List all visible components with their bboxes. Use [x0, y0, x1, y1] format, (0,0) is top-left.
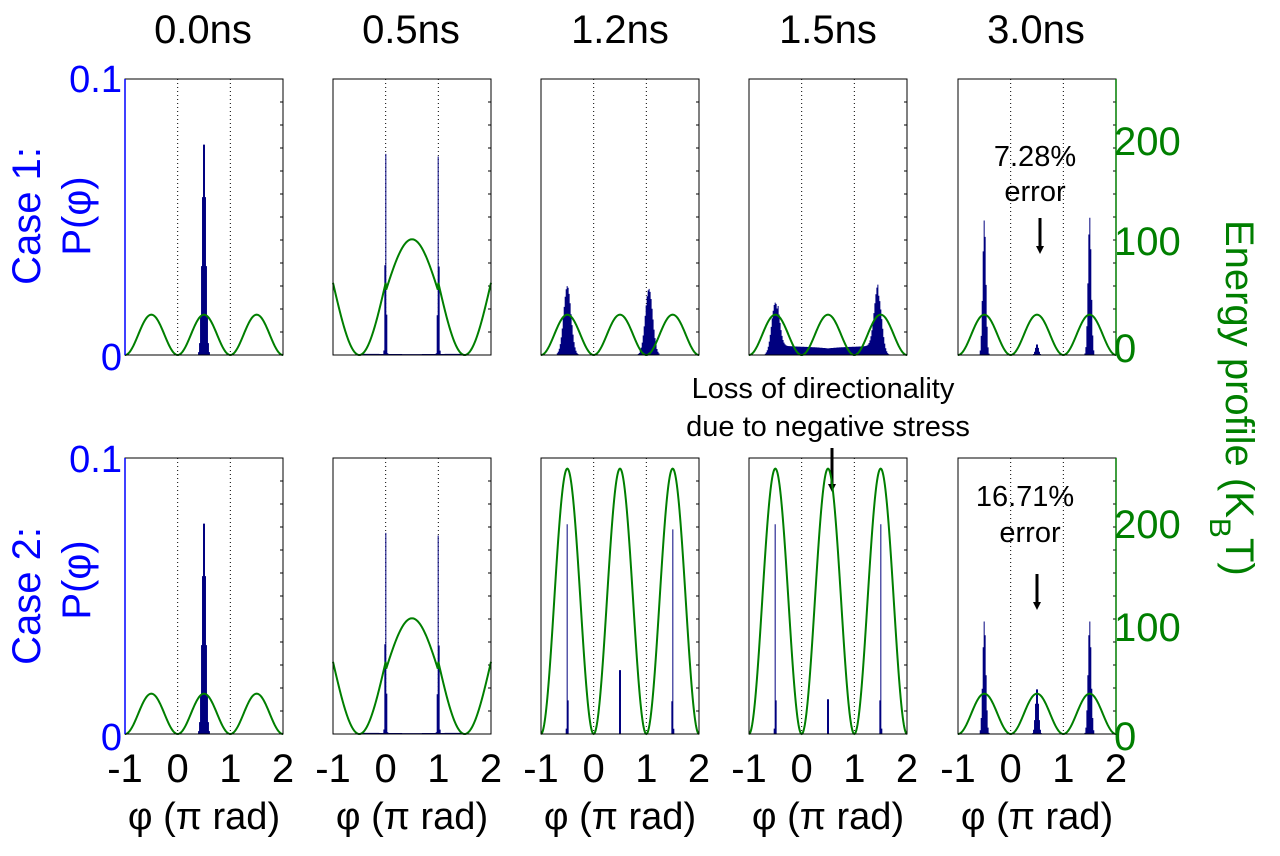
right-axis-label-sub: B	[1203, 518, 1236, 538]
row2-right-tick-100: 100	[1114, 606, 1181, 650]
panel-2-1	[124, 457, 284, 736]
histogram-bars	[361, 153, 463, 355]
histogram-bars	[556, 286, 660, 355]
right-axis-label-main: Energy profile (K	[1217, 220, 1261, 518]
column-title-0: 0.0ns	[154, 8, 252, 52]
panel-1-3	[540, 78, 700, 357]
xtick-label: 0	[1000, 747, 1022, 791]
xtick-label: 0	[375, 747, 397, 791]
energy-curve	[540, 313, 700, 357]
energy-curve	[332, 238, 492, 357]
panel-2-3	[540, 457, 700, 736]
case1-error-word: error	[1004, 176, 1066, 208]
xtick-label: -1	[940, 747, 976, 791]
row2-right-tick-200: 200	[1114, 503, 1181, 547]
xtick-label: -1	[315, 747, 351, 791]
row2-ytick-bottom: 0	[101, 717, 122, 759]
xtick-label: 2	[272, 747, 294, 791]
xtick-label: -1	[107, 747, 143, 791]
x-axis-label: φ (π rad)	[961, 796, 1113, 838]
panel-1-1	[124, 78, 284, 357]
xtick-label: 2	[896, 747, 918, 791]
panel-2-2	[332, 457, 492, 736]
energy-curve	[957, 692, 1117, 736]
row2-ytick-top: 0.1	[69, 439, 122, 481]
energy-curve	[332, 617, 492, 736]
row1-ytick-bottom: 0	[101, 337, 122, 379]
panel-frame	[748, 78, 908, 356]
row2-right-tick-0: 0	[1114, 715, 1136, 759]
panel-frame	[332, 78, 492, 356]
xtick-label: 2	[1105, 747, 1127, 791]
histogram-bars	[361, 532, 463, 734]
histogram-bars	[198, 523, 210, 734]
histogram-bars	[198, 144, 210, 355]
xtick-label: 2	[480, 747, 502, 791]
xtick-label: -1	[523, 747, 559, 791]
xtick-label: 0	[791, 747, 813, 791]
energy-curve	[748, 313, 908, 357]
case2-error-word: error	[999, 517, 1061, 549]
xtick-label: 1	[1052, 747, 1074, 791]
x-axis-label: φ (π rad)	[544, 796, 696, 838]
energy-curve	[748, 467, 908, 736]
panel-frame	[540, 78, 700, 356]
row1-right-tick-200: 200	[1114, 120, 1181, 164]
panel-1-4	[748, 78, 908, 357]
svg-text:Energy profile (KBT): Energy profile (KBT)	[1203, 220, 1261, 576]
row2-label-p: P(φ)	[55, 540, 99, 619]
loss-annotation-line1: Loss of directionality	[692, 373, 955, 405]
xtick-label: -1	[731, 747, 767, 791]
panel-frame	[332, 457, 492, 735]
column-title-4: 3.0ns	[987, 8, 1085, 52]
case2-error-value: 16.71%	[976, 481, 1074, 513]
energy-curve	[957, 313, 1117, 357]
x-axis-labels: -1 0 1 2φ (π rad)-1 0 1 2φ (π rad)-1 0 1 2φ (π ra…	[107, 747, 1127, 838]
panel-2-4	[748, 457, 908, 736]
right-axis-label: Energy profile (KBT)	[1203, 220, 1261, 576]
column-title-2: 1.2ns	[571, 8, 669, 52]
row1-right-tick-100: 100	[1114, 220, 1181, 264]
row1-right-tick-0: 0	[1114, 327, 1136, 371]
row1-label-p: P(φ)	[55, 176, 99, 255]
panel-2-5	[957, 457, 1117, 736]
xtick-label: 1	[635, 747, 657, 791]
x-axis-label: φ (π rad)	[336, 796, 488, 838]
histogram-bars	[764, 284, 890, 355]
xtick-label: 0	[583, 747, 605, 791]
row1-ytick-top: 0.1	[69, 59, 122, 101]
xtick-label: 0	[167, 747, 189, 791]
xtick-label: 2	[688, 747, 710, 791]
panel-1-2	[332, 78, 492, 357]
column-title-3: 1.5ns	[779, 8, 877, 52]
panels	[124, 78, 1117, 736]
row1-label-case: Case 1:	[5, 147, 49, 285]
energy-curve	[124, 313, 284, 357]
energy-curve	[124, 692, 284, 736]
column-title-1: 0.5ns	[362, 8, 460, 52]
panel-1-5	[957, 78, 1117, 357]
right-axis-label-end: T)	[1217, 538, 1261, 576]
energy-curve	[540, 467, 700, 736]
xtick-label: 1	[843, 747, 865, 791]
row2-label-case: Case 2:	[5, 527, 49, 665]
xtick-label: 1	[427, 747, 449, 791]
x-axis-label: φ (π rad)	[128, 796, 280, 838]
xtick-label: 1	[219, 747, 241, 791]
panel-frame	[748, 457, 908, 735]
histogram-bars	[979, 621, 1095, 734]
x-axis-label: φ (π rad)	[752, 796, 904, 838]
histogram-bars	[565, 524, 675, 734]
case1-error-value: 7.28%	[994, 141, 1076, 173]
loss-annotation-line2: due to negative stress	[686, 411, 970, 443]
panel-frame	[540, 457, 700, 735]
